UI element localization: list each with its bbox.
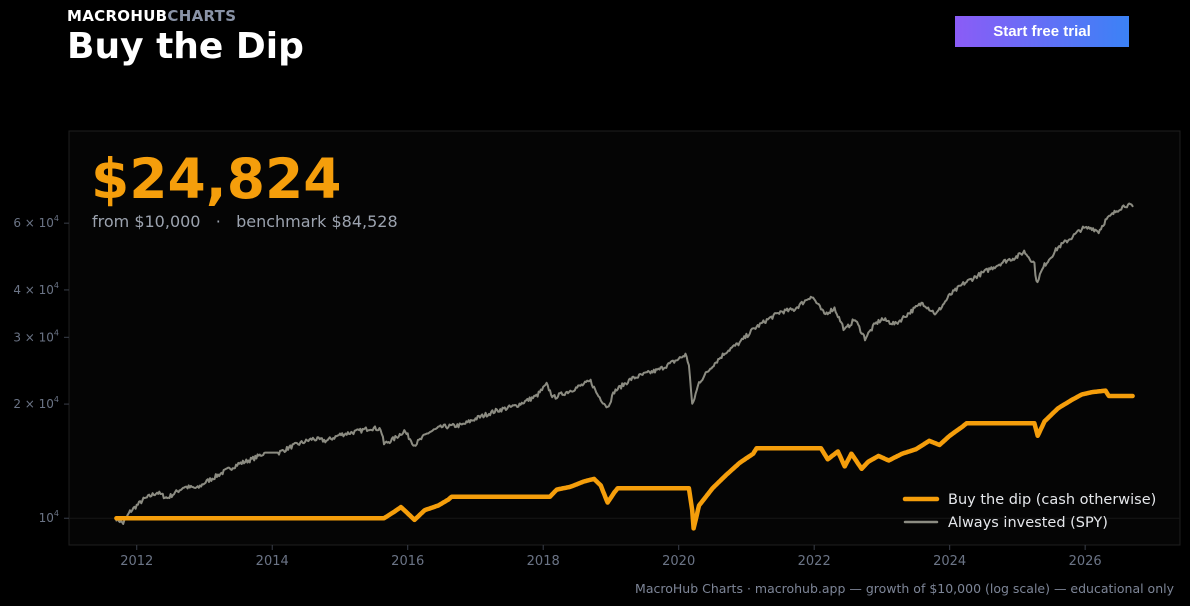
y-axis: 104 2 × 104 3 × 104 4 × 104 6 × 104 <box>13 214 1180 525</box>
brand-name-part1: MACROHUB <box>67 7 168 25</box>
start-free-trial-button[interactable]: Start free trial <box>955 16 1129 47</box>
y-tick-label-3: 4 × 104 <box>13 281 59 297</box>
series-line-buy-the-dip <box>114 388 1135 531</box>
y-tick-label-1: 2 × 104 <box>13 395 59 411</box>
x-tick-label-2020: 2020 <box>662 554 695 569</box>
y-tick-label-2: 3 × 104 <box>13 328 59 344</box>
final-value: $24,824 <box>91 147 342 211</box>
summary-subtitle: from $10,000 · benchmark $84,528 <box>92 212 398 231</box>
chart-panel <box>68 130 1181 546</box>
x-tick-label-2016: 2016 <box>391 554 424 569</box>
plot-area <box>114 202 1135 531</box>
legend-label-1: Always invested (SPY) <box>948 515 1108 531</box>
footer-note: MacroHub Charts · macrohub.app — growth … <box>635 581 1174 596</box>
series-line-always-invested <box>115 202 1134 525</box>
page-title: Buy the Dip <box>67 26 304 67</box>
x-tick-label-2012: 2012 <box>120 554 153 569</box>
x-tick-label-2014: 2014 <box>256 554 289 569</box>
x-tick-label-2024: 2024 <box>933 554 966 569</box>
legend: Buy the dip (cash otherwise) Always inves… <box>902 492 1156 531</box>
legend-label-0: Buy the dip (cash otherwise) <box>948 492 1156 508</box>
brand-name-part2: CHARTS <box>167 7 237 25</box>
x-tick-label-2018: 2018 <box>527 554 560 569</box>
x-tick-label-2022: 2022 <box>798 554 831 569</box>
x-tick-label-2026: 2026 <box>1069 554 1102 569</box>
x-axis: 2012 2014 2016 2018 2020 2022 2024 2026 <box>120 545 1102 569</box>
brand-logo: MACROHUBCHARTS <box>67 7 236 25</box>
y-tick-label-4: 6 × 104 <box>13 214 59 230</box>
y-tick-label-0: 104 <box>39 509 59 525</box>
